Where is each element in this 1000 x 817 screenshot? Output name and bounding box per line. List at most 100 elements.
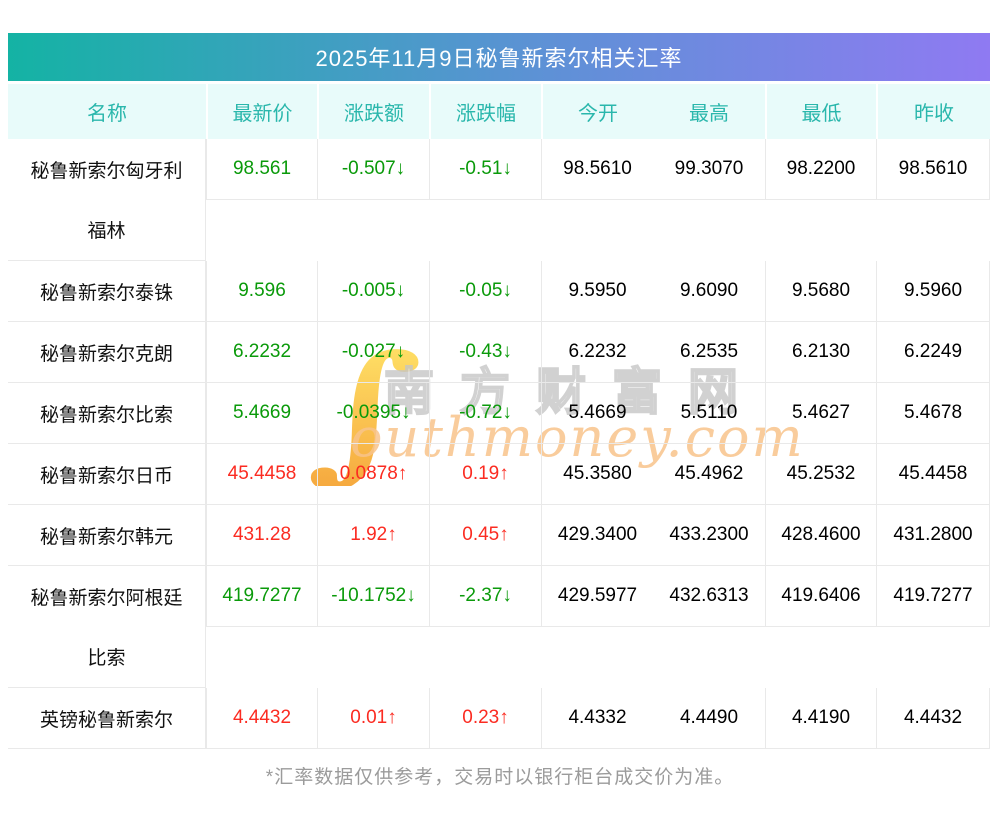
cell-change: -10.1752↓	[317, 566, 429, 626]
cell-change_pct: 0.23↑	[429, 688, 541, 748]
cell-change: 1.92↑	[317, 505, 429, 565]
cell-open: 98.5610	[541, 139, 653, 199]
row-values-line: 45.4458 0.0878↑ 0.19↑ 45.3580 45.4962 45.2532…	[206, 444, 990, 504]
cell-latest: 419.7277	[206, 566, 317, 626]
currency-pair-name: 秘鲁新索尔克朗	[8, 322, 206, 382]
currency-pair-name: 秘鲁新索尔韩元	[8, 505, 206, 565]
row-empty-strip	[206, 200, 990, 260]
cell-latest: 4.4432	[206, 688, 317, 748]
currency-pair-name-line: 秘鲁新索尔阿根廷	[30, 587, 183, 609]
cell-low: 428.4600	[765, 505, 876, 565]
column-header-1: 最新价	[206, 84, 317, 139]
disclaimer-note: *汇率数据仅供参考，交易时以银行柜台成交价为准。	[265, 767, 735, 788]
cell-latest: 431.28	[206, 505, 317, 565]
currency-pair-name: 秘鲁新索尔阿根廷 比索	[8, 566, 206, 688]
cell-change: -0.005↓	[317, 261, 429, 321]
cell-open: 45.3580	[541, 444, 653, 504]
row-values-line: 9.596 -0.005↓ -0.05↓ 9.5950 9.6090 9.5680 9.59…	[206, 261, 990, 321]
cell-latest: 6.2232	[206, 322, 317, 382]
cell-prev_close: 98.5610	[876, 139, 990, 199]
cell-open: 429.5977	[541, 566, 653, 626]
cell-high: 45.4962	[674, 463, 744, 484]
cell-prev_close: 4.4432	[876, 688, 990, 748]
cell-low: 45.2532	[765, 444, 876, 504]
table-body: 秘鲁新索尔匈牙利 福林 98.561 -0.507↓ -0.51↓ 98.5610 99.3…	[8, 139, 990, 749]
cell-high: 4.4490	[679, 707, 739, 728]
column-header-3: 涨跌幅	[429, 84, 541, 139]
cell-change_pct: -0.51↓	[429, 139, 541, 199]
cell-high: 5.5110	[680, 402, 738, 423]
cell-low: 6.2130	[765, 322, 876, 382]
table-row: 秘鲁新索尔泰铢 9.596 -0.005↓ -0.05↓ 9.5950 9.6090 9.5…	[8, 261, 990, 322]
cell-change: 0.0878↑	[317, 444, 429, 504]
cell-change: 0.01↑	[317, 688, 429, 748]
row-values: 98.561 -0.507↓ -0.51↓ 98.5610 99.3070 98.2200…	[206, 139, 990, 261]
table-row: 英镑秘鲁新索尔 4.4432 0.01↑ 0.23↑ 4.4332 4.4490 4.419…	[8, 688, 990, 749]
table-header-row: 名称 最新价 涨跌额 涨跌幅 今开 最高 最低 昨收	[8, 84, 990, 139]
currency-pair-name: 英镑秘鲁新索尔	[8, 688, 206, 748]
cell-open: 6.2232	[541, 322, 653, 382]
cell-change_pct: 0.45↑	[429, 505, 541, 565]
cell-prev_close: 6.2249	[876, 322, 990, 382]
row-values-line: 431.28 1.92↑ 0.45↑ 429.3400 433.2300 428.4600…	[206, 505, 990, 565]
cell-latest: 45.4458	[206, 444, 317, 504]
column-header-2: 涨跌额	[317, 84, 429, 139]
cell-change: -0.027↓	[317, 322, 429, 382]
cell-low: 4.4190	[765, 688, 876, 748]
cell-latest: 9.596	[206, 261, 317, 321]
cell-change: -0.507↓	[317, 139, 429, 199]
column-header-6: 最低	[765, 84, 876, 139]
currency-pair-name-line: 秘鲁新索尔匈牙利	[30, 160, 183, 182]
cell-low: 98.2200	[765, 139, 876, 199]
cell-change_pct: -2.37↓	[429, 566, 541, 626]
table-row: 秘鲁新索尔克朗 6.2232 -0.027↓ -0.43↓ 6.2232 6.2535 6.…	[8, 322, 990, 383]
column-header-0: 名称	[87, 103, 127, 125]
row-values-line: 6.2232 -0.027↓ -0.43↓ 6.2232 6.2535 6.2130 6.2…	[206, 322, 990, 382]
row-values-line: 4.4432 0.01↑ 0.23↑ 4.4332 4.4490 4.4190 4.4432	[206, 688, 990, 748]
row-values: 431.28 1.92↑ 0.45↑ 429.3400 433.2300 428.4600…	[206, 505, 990, 565]
currency-pair-name: 秘鲁新索尔泰铢	[8, 261, 206, 321]
cell-change: -0.0395↓	[317, 383, 429, 443]
cell-latest: 5.4669	[206, 383, 317, 443]
cell-latest: 98.561	[206, 139, 317, 199]
cell-prev_close: 5.4678	[876, 383, 990, 443]
cell-high: 6.2535	[679, 341, 739, 362]
cell-open: 429.3400	[541, 505, 653, 565]
column-header-4: 今开	[541, 84, 653, 139]
row-empty-strip	[206, 627, 990, 687]
cell-prev_close: 431.2800	[876, 505, 990, 565]
table-title-bar: 2025年11月9日秘鲁新索尔相关汇率	[8, 33, 990, 81]
currency-pair-name: 秘鲁新索尔比索	[8, 383, 206, 443]
row-values: 5.4669 -0.0395↓ -0.72↓ 5.4669 5.5110 5.4627 5.…	[206, 383, 990, 443]
cell-low: 5.4627	[765, 383, 876, 443]
row-values: 4.4432 0.01↑ 0.23↑ 4.4332 4.4490 4.4190 4.4432	[206, 688, 990, 748]
row-values: 45.4458 0.0878↑ 0.19↑ 45.3580 45.4962 45.2532…	[206, 444, 990, 504]
cell-change_pct: 0.19↑	[429, 444, 541, 504]
cell-high: 432.6313	[669, 585, 749, 606]
currency-pair-name: 秘鲁新索尔匈牙利 福林	[8, 139, 206, 261]
cell-change_pct: -0.05↓	[429, 261, 541, 321]
column-header-7: 昨收	[876, 84, 990, 139]
cell-open: 4.4332	[541, 688, 653, 748]
row-values: 6.2232 -0.027↓ -0.43↓ 6.2232 6.2535 6.2130 6.2…	[206, 322, 990, 382]
table-row: 秘鲁新索尔阿根廷 比索 419.7277 -10.1752↓ -2.37↓ 429.597…	[8, 566, 990, 688]
row-values-line: 98.561 -0.507↓ -0.51↓ 98.5610 99.3070 98.2200…	[206, 139, 990, 200]
cell-low: 9.5680	[765, 261, 876, 321]
row-values-line: 419.7277 -10.1752↓ -2.37↓ 429.5977 432.6313 4…	[206, 566, 990, 627]
cell-prev_close: 419.7277	[876, 566, 990, 626]
page-title: 2025年11月9日秘鲁新索尔相关汇率	[315, 46, 683, 71]
row-values: 419.7277 -10.1752↓ -2.37↓ 429.5977 432.6313 4…	[206, 566, 990, 688]
cell-open: 9.5950	[541, 261, 653, 321]
currency-pair-name: 秘鲁新索尔日币	[8, 444, 206, 504]
cell-high: 99.3070	[674, 158, 744, 179]
cell-high: 9.6090	[679, 280, 739, 301]
cell-high: 433.2300	[669, 524, 749, 545]
table-row: 秘鲁新索尔韩元 431.28 1.92↑ 0.45↑ 429.3400 433.2300 4…	[8, 505, 990, 566]
cell-prev_close: 9.5960	[876, 261, 990, 321]
cell-prev_close: 45.4458	[876, 444, 990, 504]
currency-pair-name-line: 福林	[87, 221, 126, 243]
table-row: 秘鲁新索尔比索 5.4669 -0.0395↓ -0.72↓ 5.4669 5.5110 5…	[8, 383, 990, 444]
column-header-5: 最高	[689, 103, 729, 125]
cell-open: 5.4669	[541, 383, 653, 443]
